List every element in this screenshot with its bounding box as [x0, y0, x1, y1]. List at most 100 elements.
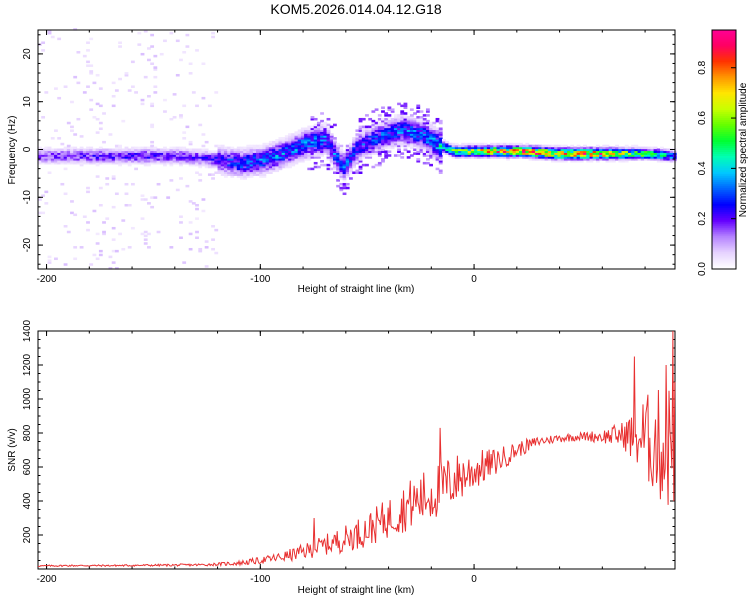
spectrogram-cell: [47, 152, 52, 155]
spectrogram-cell: [92, 209, 97, 213]
spectrogram-cell: [268, 140, 273, 144]
spectrogram-cell: [150, 156, 155, 159]
spectrogram-cell: [381, 160, 385, 163]
spectrogram-cell: [259, 148, 264, 152]
spectrogram-cell: [381, 137, 385, 140]
spectrogram-cell: [201, 152, 206, 155]
spectrogram-cell: [294, 144, 299, 148]
spectrogram-cell: [323, 131, 328, 134]
spectrogram-cell: [496, 150, 501, 153]
spectrogram-cell: [361, 131, 366, 134]
spectrogram-cell: [316, 146, 321, 150]
spectrogram-cell: [147, 150, 151, 153]
spectrogram-cell: [143, 242, 148, 245]
spectrogram-cell: [599, 152, 603, 155]
spectrogram-cell: [403, 116, 408, 119]
colorbar-step: [712, 83, 736, 87]
spectrogram-cell: [611, 160, 616, 163]
spectrogram-cell: [284, 165, 289, 169]
spectrogram-cell: [339, 158, 344, 161]
spectrogram-cell: [195, 158, 199, 161]
spectrogram-cell: [204, 150, 209, 153]
spectrogram-cell: [50, 148, 55, 152]
spectrogram-cell: [425, 133, 430, 136]
spectrogram-cell: [432, 148, 437, 152]
spectrogram-cell: [188, 152, 193, 155]
spectrogram-cell: [134, 158, 138, 161]
spectrogram-cell: [256, 156, 260, 159]
spectrogram-cell: [288, 158, 292, 161]
spectrogram-cell: [140, 152, 145, 155]
spectrogram-cell: [57, 152, 62, 155]
spectrogram-cell: [554, 146, 559, 150]
spectrogram-cell: [310, 167, 315, 171]
spectrogram-cell: [393, 127, 398, 131]
colorbar-frame: [711, 29, 737, 270]
colorbar-step: [712, 161, 736, 164]
spectrogram-cell: [243, 150, 248, 153]
spectrogram-cell: [361, 154, 366, 157]
spectrogram-cell: [323, 148, 328, 152]
spectrogram-cell: [204, 148, 209, 152]
spectrogram-cell: [207, 104, 212, 108]
spectrogram-cell: [240, 150, 244, 153]
spectrogram-cell: [595, 156, 600, 159]
spectrogram-cell: [406, 142, 411, 146]
spectrogram-cell: [316, 123, 321, 127]
spectrogram-cell: [294, 161, 299, 165]
spectrogram-cell: [403, 131, 408, 134]
spectrogram-cell: [640, 154, 645, 157]
spectrogram-cell: [108, 160, 113, 163]
spectrogram-cell: [435, 140, 440, 144]
spectrogram-cell: [502, 148, 507, 152]
spectrogram-cell: [310, 138, 315, 142]
spectrogram-cell: [147, 58, 151, 62]
spectrogram-cell: [320, 154, 324, 157]
spectrogram-cell: [393, 133, 398, 136]
spectrogram-cell: [547, 158, 552, 161]
spectrogram-cell: [172, 93, 177, 96]
spectrogram-cell: [86, 190, 90, 194]
spectrogram-cell: [275, 148, 280, 152]
spectrogram-cell: [416, 142, 421, 146]
spectrogram-cell: [496, 142, 501, 146]
spectrogram-cell: [320, 160, 324, 163]
spectrogram-cell: [201, 198, 206, 201]
spectrogram-cell: [429, 144, 433, 148]
spectrogram-cell: [140, 150, 145, 153]
spectrogram-cell: [105, 156, 110, 159]
spectrogram-cell: [134, 146, 138, 150]
spectrogram-cell: [381, 146, 385, 150]
spectrogram-cell: [608, 150, 613, 153]
spectrogram-cell: [179, 58, 183, 62]
spectrogram-cell: [252, 163, 257, 167]
spectrogram-cell: [397, 121, 401, 125]
spectrogram-cell: [294, 146, 299, 150]
spectrogram-cell: [586, 154, 591, 157]
spectrogram-cell: [268, 148, 273, 152]
spectrogram-cell: [47, 30, 52, 33]
spectrogram-cell: [92, 148, 97, 152]
spectrogram-cell: [73, 150, 78, 153]
spectrogram-cell: [390, 110, 395, 113]
spectrogram-cell: [307, 137, 312, 140]
spectrogram-cell: [50, 137, 55, 140]
spectrogram-cell: [352, 158, 357, 161]
spectrogram-cell: [384, 140, 389, 144]
spectrogram-cell: [50, 160, 55, 163]
spectrogram-cell: [358, 171, 363, 174]
spectrogram-cell: [278, 165, 283, 169]
spectrogram-cell: [438, 119, 443, 123]
spectrogram-cell: [518, 150, 523, 153]
spectrogram-cell: [137, 161, 142, 165]
spectrogram-cell: [265, 146, 270, 150]
spectrogram-cell: [185, 45, 190, 48]
spectrogram-cell: [310, 135, 315, 138]
spectrogram-y-tick-label: -20: [22, 237, 33, 252]
spectrogram-cell: [105, 177, 110, 180]
spectrogram-cell: [493, 146, 498, 150]
spectrogram-cell: [345, 182, 350, 186]
spectrogram-cell: [592, 154, 597, 157]
spectrogram-cell: [227, 154, 231, 157]
spectrogram-cell: [599, 146, 603, 150]
